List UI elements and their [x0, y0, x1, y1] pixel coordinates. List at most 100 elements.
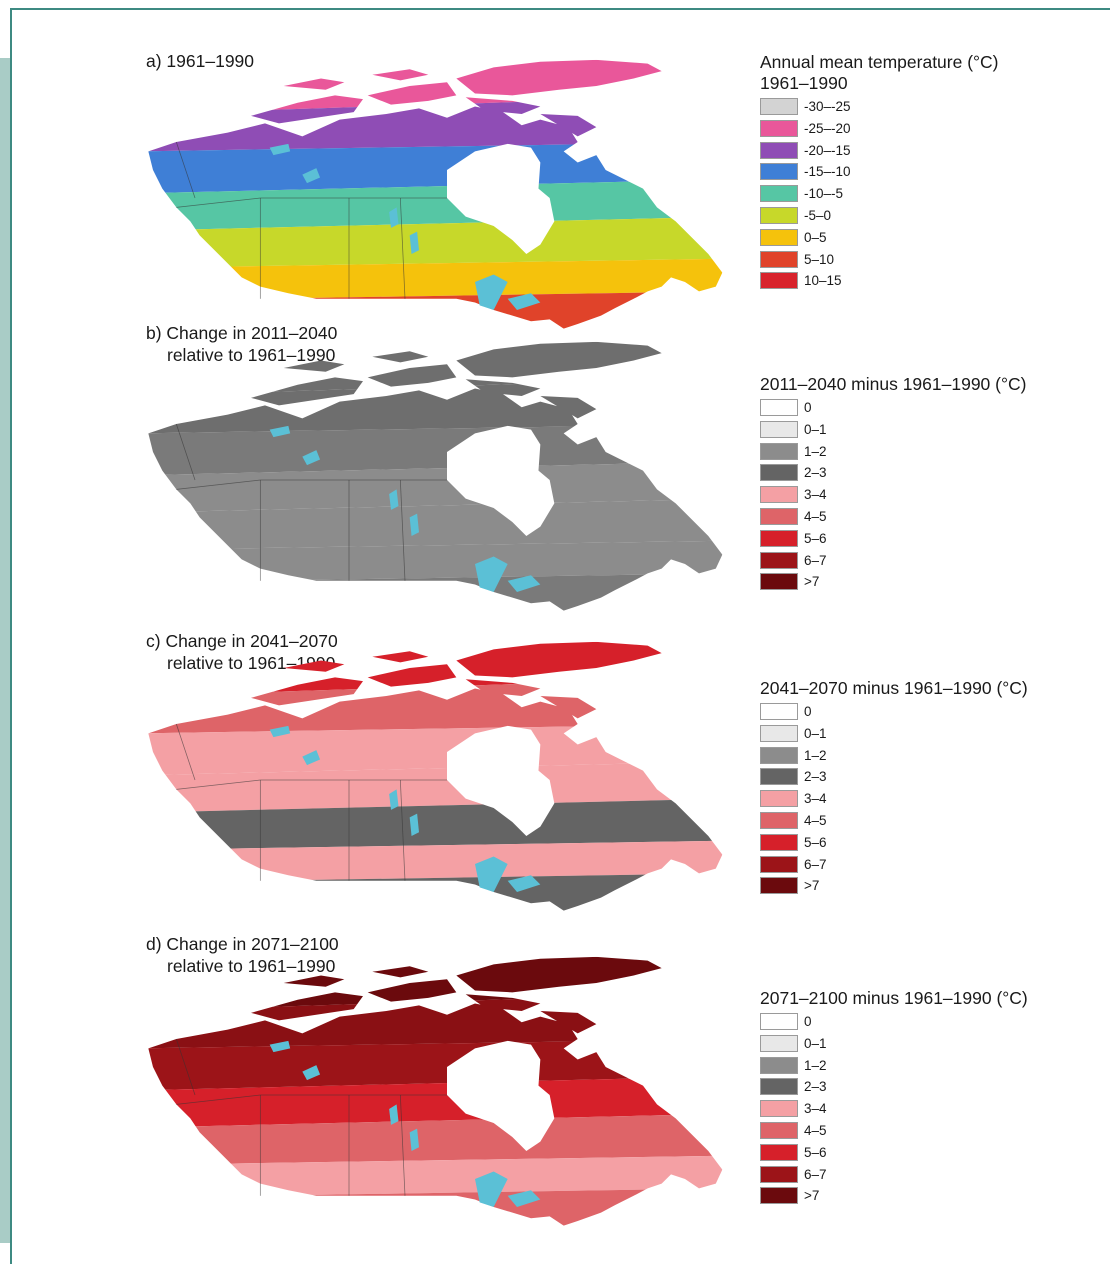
legend-swatch: [760, 1121, 798, 1139]
legend-label: 4–5: [804, 812, 827, 828]
legend-label: 5–10: [804, 251, 835, 267]
lake-shape: [409, 513, 419, 536]
legend-label: 2–3: [804, 769, 827, 785]
hudson-bay: [447, 725, 555, 836]
province-border: [176, 479, 261, 490]
province-border: [399, 779, 406, 881]
legend-item: 3–4: [760, 1098, 1028, 1120]
panel-title-line1: d) Change in 2071–2100: [146, 934, 339, 954]
legend-item: 0: [760, 1011, 1028, 1033]
lake-shape: [475, 856, 508, 892]
legend-item: >7: [760, 1185, 1028, 1207]
legend-label: 4–5: [804, 508, 827, 524]
canada-temperature-map-d: [148, 956, 723, 1226]
legend-label: 0–1: [804, 725, 827, 741]
legend-label: 2–3: [804, 1079, 827, 1095]
legend-swatch: [760, 1013, 798, 1030]
legend-label: 4–5: [804, 1122, 827, 1138]
legend-item: 1–2: [760, 441, 1026, 463]
lake-shape: [389, 489, 399, 510]
map-zone-band: [148, 341, 723, 396]
legend-swatch: [760, 206, 798, 224]
lake-shape: [507, 875, 541, 892]
legend-item: 0–1: [760, 419, 1026, 441]
legend-item: 10–15: [760, 270, 999, 292]
legend-label: -25–-20: [804, 120, 851, 136]
legend-label: 6–7: [804, 552, 827, 568]
legend-swatch: [760, 1034, 798, 1052]
map-zone-band: [148, 95, 723, 152]
canada-temperature-map-c: [148, 641, 723, 911]
legend-item: 4–5: [760, 810, 1028, 832]
hudson-bay: [447, 143, 555, 254]
legend-item: 6–7: [760, 854, 1028, 876]
legend-item: 3–4: [760, 788, 1028, 810]
lake-shape: [409, 1128, 419, 1151]
legend-label: 5–6: [804, 834, 827, 850]
legend-label: 0–5: [804, 229, 827, 245]
legend-swatch: [760, 272, 798, 290]
legend-swatch: [760, 833, 798, 851]
legend-swatch: [760, 420, 798, 438]
province-border: [175, 423, 196, 481]
province-border: [399, 479, 406, 581]
province-border: [176, 1094, 261, 1105]
legend-title: 2011–2040 minus 1961–1990 (°C): [760, 374, 1026, 395]
legend-label: >7: [804, 878, 820, 894]
legend-title-line1: 2071–2100 minus 1961–1990 (°C): [760, 988, 1028, 1008]
lake-shape: [475, 274, 508, 310]
lake-shape: [507, 293, 541, 310]
legend-title-line2: 1961–1990: [760, 73, 848, 93]
province-border: [175, 1038, 196, 1096]
hudson-bay: [447, 1040, 555, 1151]
legend-swatch: [760, 163, 798, 181]
legend-swatch: [760, 724, 798, 742]
legend-label: 6–7: [804, 856, 827, 872]
legend-label: -20–-15: [804, 142, 851, 158]
map-zone-band: [148, 498, 723, 550]
legend-swatch: [760, 119, 798, 137]
legend-c: 2041–2070 minus 1961–1990 (°C) 0 0–1 1–2 2–3…: [760, 678, 1028, 897]
legend-item: 1–2: [760, 745, 1028, 767]
map-zone-band: [148, 179, 723, 231]
province-border: [399, 197, 406, 299]
legend-swatch: [760, 746, 798, 764]
legend-item: 0–1: [760, 1033, 1028, 1055]
lake-shape: [507, 575, 541, 592]
legend-item: >7: [760, 875, 1028, 897]
panel-title-line2: relative to 1961–1990: [167, 345, 336, 365]
legend-item: -20–-15: [760, 140, 999, 162]
province-border: [175, 141, 196, 199]
lake-shape: [475, 1171, 508, 1207]
legend-item: 1–2: [760, 1055, 1028, 1077]
legend-swatch: [760, 877, 798, 895]
legend-swatch: [760, 228, 798, 246]
legend-item: -5–0: [760, 205, 999, 227]
province-border: [175, 723, 196, 781]
map-zone-band: [148, 956, 723, 1011]
legend-label: 1–2: [804, 1057, 827, 1073]
legend-item: 5–10: [760, 249, 999, 271]
lake-shape: [302, 168, 321, 184]
panel-title-b: b) Change in 2011–2040 relative to 1961–1…: [146, 322, 337, 366]
legend-label: 6–7: [804, 1166, 827, 1182]
lake-shape: [302, 450, 321, 466]
map-zone-band: [148, 1155, 723, 1198]
map-zone-band: [148, 873, 723, 911]
legend-item: >7: [760, 571, 1026, 593]
lake-shape: [389, 789, 399, 810]
legend-swatch: [760, 790, 798, 808]
map-zone-band: [148, 992, 723, 1049]
legend-swatch: [760, 1100, 798, 1118]
lake-shape: [507, 1190, 541, 1207]
legend-label: 0: [804, 1014, 812, 1029]
legend-item: 3–4: [760, 484, 1026, 506]
legend-title: Annual mean temperature (°C) 1961–1990: [760, 52, 999, 94]
legend-swatch: [760, 1056, 798, 1074]
legend-label: 3–4: [804, 487, 827, 503]
legend-swatch: [760, 768, 798, 786]
legend-swatch: [760, 1143, 798, 1161]
map-zone-band: [148, 761, 723, 813]
legend-item: 5–6: [760, 528, 1026, 550]
map-zone-band: [148, 258, 723, 301]
